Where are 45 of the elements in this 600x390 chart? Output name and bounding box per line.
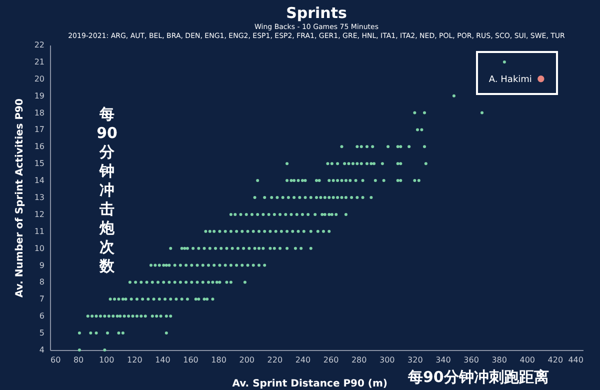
x-tick-label: 120	[127, 356, 142, 364]
x-tick-label: 320	[408, 356, 423, 364]
x-tick-label: 60	[50, 356, 61, 364]
x-tick-label: 260	[323, 356, 339, 364]
y-tick-label: 16	[34, 142, 44, 152]
y-tick-label: 17	[34, 125, 44, 134]
y-tick-label: 11	[34, 226, 44, 236]
x-tick-label: 160	[183, 356, 198, 364]
y-tick-label: 14	[34, 176, 44, 186]
x-tick-label: 340	[436, 356, 451, 364]
y-tick-label: 21	[34, 57, 44, 66]
y-tick-label: 6	[39, 312, 44, 321]
y-tick-label: 4	[39, 346, 44, 354]
y-tick-label: 5	[39, 328, 44, 338]
x-tick-label: 420	[548, 356, 564, 364]
y-tick-label: 22	[34, 40, 44, 50]
x-axis-title: Av. Sprint Distance P90 (m)	[232, 378, 388, 390]
y-axis-title: Av. Number of Sprint Activities P90	[14, 98, 26, 298]
chart-title: Sprints	[286, 4, 347, 22]
y-tick-label: 13	[34, 193, 44, 202]
x-tick-label: 440	[568, 356, 584, 364]
y-tick-label: 20	[34, 74, 44, 84]
x-tick-label: 400	[520, 356, 536, 364]
y-tick-label: 18	[34, 108, 44, 118]
x-tick-label: 220	[267, 356, 283, 364]
y-tick-label: 7	[39, 294, 44, 304]
x-tick-label: 240	[295, 356, 311, 364]
y-tick-label: 8	[39, 278, 44, 287]
y-tick-label: 12	[34, 210, 44, 219]
x-tick-label: 280	[351, 356, 367, 364]
series-label: A. Hakimi	[488, 74, 532, 85]
x-tick-label: 380	[492, 356, 507, 364]
text: 每90分钟冲刺跑距离	[408, 368, 549, 387]
x-tick-label: 200	[239, 356, 255, 364]
x-tick-label: 140	[155, 356, 170, 364]
x-tick-label: 180	[211, 356, 226, 364]
y-tick-label: 10	[34, 244, 44, 253]
text: 每90分钟冲击炮次数	[96, 105, 118, 275]
y-tick-label: 15	[34, 159, 44, 168]
y-tick-label: 9	[39, 260, 44, 270]
x-tick-label: 100	[98, 356, 114, 364]
x-tick-label: 360	[464, 356, 479, 364]
x-tick-label: 80	[73, 356, 84, 364]
x-tick-label: 300	[379, 356, 395, 364]
y-tick-label: 19	[34, 91, 44, 100]
